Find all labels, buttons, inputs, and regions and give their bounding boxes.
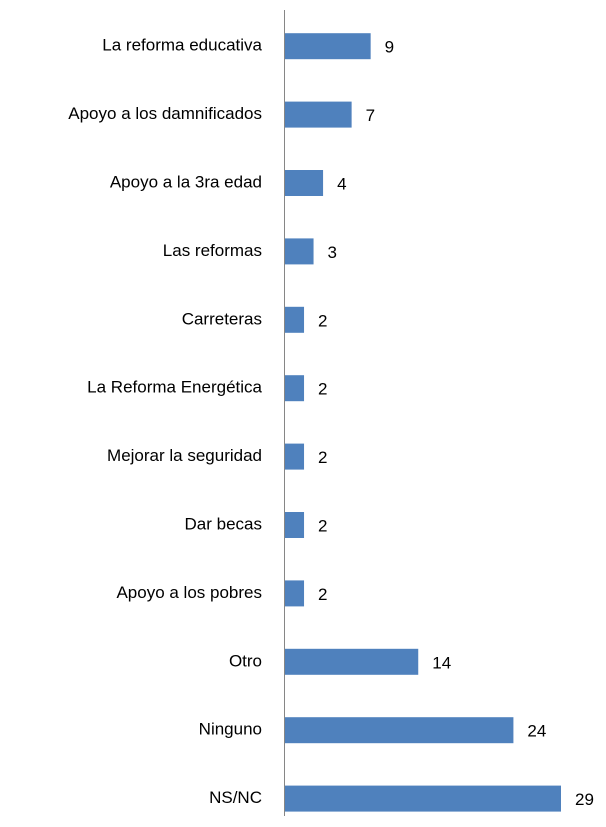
value-label: 9 <box>385 38 394 57</box>
bar <box>285 512 305 538</box>
bar <box>285 306 305 333</box>
bar <box>285 238 314 265</box>
bar <box>285 648 419 675</box>
y-tick-label: Apoyo a la 3ra edad <box>110 172 262 191</box>
y-tick-label: Ninguno <box>199 720 262 739</box>
bar <box>285 785 561 812</box>
y-tick-label: Las reformas <box>163 241 262 260</box>
value-label: 2 <box>318 516 327 535</box>
bar <box>285 717 514 744</box>
bar <box>285 580 305 607</box>
value-label: 2 <box>318 585 327 604</box>
value-label: 2 <box>318 311 327 330</box>
bar <box>285 443 305 470</box>
y-tick-label: NS/NC <box>209 788 262 807</box>
y-tick-label: La Reforma Energética <box>87 378 262 397</box>
y-tick-label: Mejorar la seguridad <box>107 446 262 465</box>
bar <box>285 375 305 402</box>
value-label: 3 <box>328 243 337 262</box>
value-label: 29 <box>575 790 594 809</box>
y-tick-label: Apoyo a los pobres <box>116 583 262 602</box>
value-label: 7 <box>366 106 375 125</box>
value-label: 24 <box>527 722 546 741</box>
bar <box>285 170 324 196</box>
value-label: 14 <box>432 653 451 672</box>
value-label: 4 <box>337 174 346 193</box>
y-tick-label: Apoyo a los damnificados <box>68 104 262 123</box>
bar <box>285 101 352 128</box>
value-label: 2 <box>318 380 327 399</box>
y-tick-label: La reforma educativa <box>102 36 262 55</box>
y-tick-label: Otro <box>229 651 262 670</box>
y-tick-label: Carreteras <box>182 309 262 328</box>
bar <box>285 33 371 60</box>
y-tick-label: Dar becas <box>185 514 262 533</box>
value-label: 2 <box>318 448 327 467</box>
